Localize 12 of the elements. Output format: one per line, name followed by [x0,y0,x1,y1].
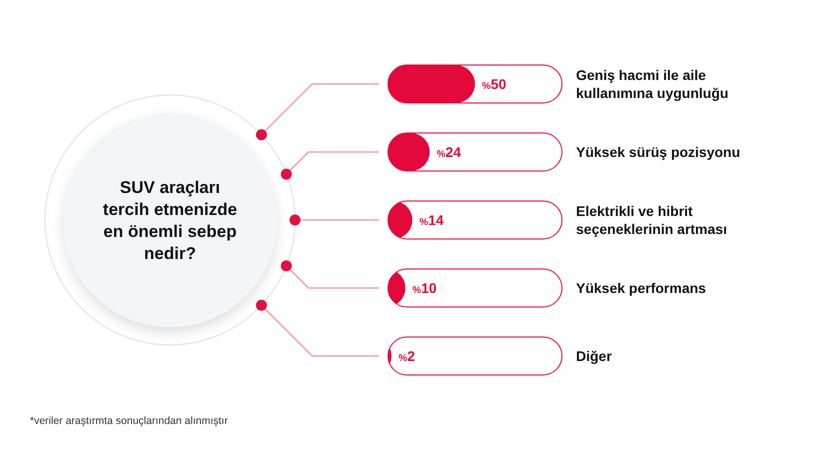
y-tick-label: Diğer [576,348,612,364]
data-label: %14 [419,212,444,228]
data-label: %24 [436,144,462,160]
text: SUV araçları tercih etmenizde en önemli sebep nedir? [102,178,238,263]
y-tick-label: Geniş hacmi ile aile kullanımına uygunluğu [576,66,728,101]
y-tick-label: Yüksek sürüş pozisyonu [576,144,740,160]
y-tick-label: Elektrikli ve hibrit seçeneklerinin artması [576,202,727,237]
y-tick-label: Yüksek performans [576,280,706,296]
data-label: %10 [412,280,437,296]
text: *veriler araştırmta sonuçlarından alınmıştır [30,415,228,427]
data-label: %50 [482,76,507,92]
data-label: %2 [398,348,416,364]
